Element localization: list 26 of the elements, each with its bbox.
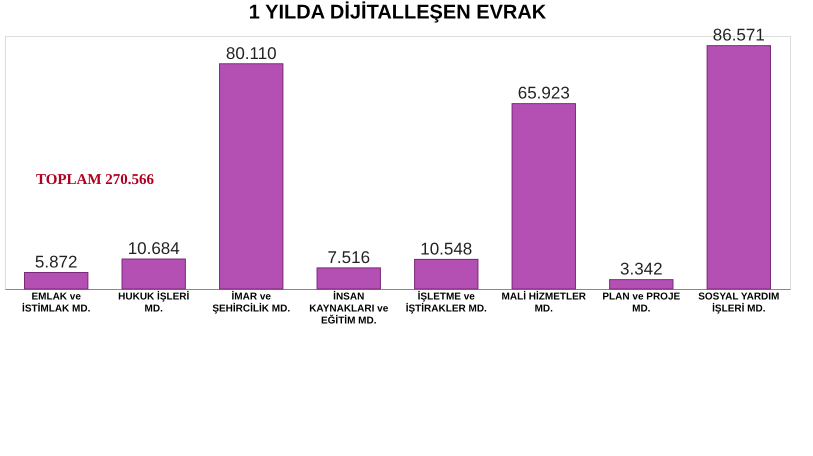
bar (316, 267, 381, 290)
chart-title: 1 YILDA DİJİTALLEŞEN EVRAK (248, 0, 547, 24)
data-label: 3.342 (620, 260, 663, 279)
x-tick-label: SOSYAL YARDIM İŞLERİ MD. (698, 292, 780, 314)
bar (24, 272, 88, 290)
annotation: TOPLAM 270.566 (36, 172, 155, 188)
bar (512, 103, 576, 290)
x-tick-label: MALİ HİZMETLER MD. (502, 290, 587, 314)
x-tick-label: İŞLETME ve İŞTİRAKLER MD. (406, 290, 488, 314)
bar (414, 258, 478, 290)
data-label: 5.872 (34, 252, 78, 272)
data-label: 80.110 (226, 44, 277, 63)
x-tick-label: İMAR ve ŞEHİRCİLİK MD. (212, 290, 290, 314)
x-tick-label: HUKUK İŞLERİ MD. (118, 290, 190, 314)
data-label: 10.684 (128, 238, 180, 258)
bar (609, 279, 674, 290)
data-label: 10.548 (420, 239, 472, 258)
x-tick-label: İNSAN KAYNAKLARI ve EĞİTİM MD. (309, 290, 389, 326)
data-label: 65.923 (518, 84, 570, 103)
data-label: 7.516 (327, 248, 370, 267)
bar (219, 63, 284, 290)
data-label: 86.571 (712, 26, 765, 45)
x-tick-label: PLAN ve PROJE MD. (602, 292, 681, 314)
bar (706, 45, 771, 290)
x-tick-label: EMLAK ve İSTİMLAK MD. (22, 292, 91, 314)
bar (122, 258, 186, 290)
